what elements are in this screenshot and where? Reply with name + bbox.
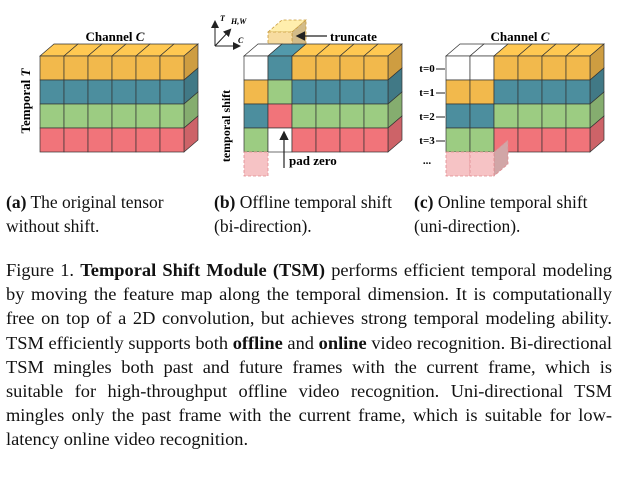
tensor-cell <box>493 79 519 105</box>
tensor-cell <box>159 115 199 153</box>
subcaption-a: (a) The original tensor without shift. <box>6 192 164 236</box>
truncate-label: truncate <box>330 29 377 44</box>
svg-text:T: T <box>220 14 226 23</box>
time-label: ... <box>423 155 432 167</box>
temporal-label-a: Temporal T <box>18 68 33 134</box>
tensor-cell <box>111 79 137 105</box>
tensor-cell <box>469 139 509 177</box>
tensor-cell <box>63 127 89 153</box>
tensor-cell <box>111 103 137 129</box>
temporal-shift-label: temporal shift <box>219 90 233 162</box>
tensor-cell <box>87 103 113 129</box>
tensor-cell <box>87 127 113 153</box>
tensor-cell <box>493 103 519 129</box>
panel-b: T H,W C truncate temporal shift pad zero <box>211 14 403 177</box>
tensor-cell <box>339 79 365 105</box>
tensor-cell <box>445 79 471 105</box>
tensor-cell <box>39 127 65 153</box>
tensor-cell <box>243 103 269 129</box>
tensor-grid-original <box>39 43 199 153</box>
channel-label-a: Channel C <box>86 29 145 44</box>
figure-caption: Figure 1. Temporal Shift Module (TSM) pe… <box>6 260 613 450</box>
tensor-cell <box>315 103 341 129</box>
panel-c: Channel C t=0 t=1 t=2 t=3 ... <box>419 29 605 177</box>
tensor-cell <box>243 43 283 81</box>
tensor-cell <box>445 127 471 153</box>
pad-zero-label: pad zero <box>289 153 337 168</box>
tensor-cell <box>267 127 293 153</box>
tensor-cell <box>445 43 485 81</box>
tensor-cell <box>363 115 403 153</box>
tensor-cell <box>517 79 543 105</box>
tensor-cell <box>541 103 567 129</box>
tensor-cell <box>493 43 533 81</box>
tensor-cell <box>39 103 65 129</box>
tensor-grid-offline-shift <box>243 19 403 177</box>
tensor-cell <box>469 127 495 153</box>
tensor-cell <box>541 43 581 81</box>
tensor-cell <box>267 103 293 129</box>
tensor-cell <box>339 103 365 129</box>
tensor-cell <box>135 127 161 153</box>
tensor-cell <box>469 103 495 129</box>
tensor-cell <box>315 79 341 105</box>
time-label: t=3 <box>419 135 435 147</box>
tensor-grid-online-shift <box>445 43 605 177</box>
tensor-cell <box>135 103 161 129</box>
tensor-cell <box>135 43 175 81</box>
time-label: t=2 <box>419 111 435 123</box>
channel-label-c: Channel C <box>491 29 550 44</box>
time-label: t=0 <box>419 63 435 75</box>
tensor-cell <box>565 115 605 153</box>
tensor-cell <box>445 151 471 177</box>
tensor-cell <box>363 43 403 81</box>
tensor-cell <box>291 79 317 105</box>
tensor-cell <box>517 127 543 153</box>
tensor-cell <box>243 127 269 153</box>
tensor-cell <box>243 151 269 177</box>
tensor-cell <box>63 103 89 129</box>
time-label: t=1 <box>419 87 434 99</box>
tensor-cell <box>39 43 79 81</box>
tensor-cell <box>315 127 341 153</box>
panel-a: Channel C Temporal T <box>18 29 199 153</box>
tensor-cell <box>291 43 331 81</box>
tsm-figure: Channel C Temporal T T H,W C truncate te… <box>6 14 605 236</box>
subcaption-c: (c) Online temporal shift (uni-direction… <box>414 192 588 236</box>
tsm-diagrams: Channel C Temporal T T H,W C truncate te… <box>18 14 605 177</box>
tensor-cell <box>291 103 317 129</box>
tensor-cell <box>363 91 403 129</box>
svg-text:H,W: H,W <box>230 17 247 26</box>
tensor-cell <box>315 43 355 81</box>
tensor-cell <box>339 127 365 153</box>
axes-icon: T H,W C <box>211 14 247 50</box>
tensor-cell <box>39 79 65 105</box>
tensor-cell <box>63 79 89 105</box>
tensor-cell <box>291 127 317 153</box>
tensor-cell <box>541 127 567 153</box>
svg-text:C: C <box>238 36 244 45</box>
tensor-cell <box>517 103 543 129</box>
tensor-cell <box>445 103 471 129</box>
tensor-cell <box>87 43 127 81</box>
tensor-cell <box>469 79 495 105</box>
tensor-cell <box>159 43 199 81</box>
tensor-cell <box>517 43 557 81</box>
tensor-cell <box>541 79 567 105</box>
tensor-cell <box>243 79 269 105</box>
tensor-cell <box>111 127 137 153</box>
tensor-cell <box>267 79 293 105</box>
subcaption-b: (b) Offline temporal shift (bi-direction… <box>214 192 393 236</box>
tensor-cell <box>135 79 161 105</box>
tensor-cell <box>87 79 113 105</box>
